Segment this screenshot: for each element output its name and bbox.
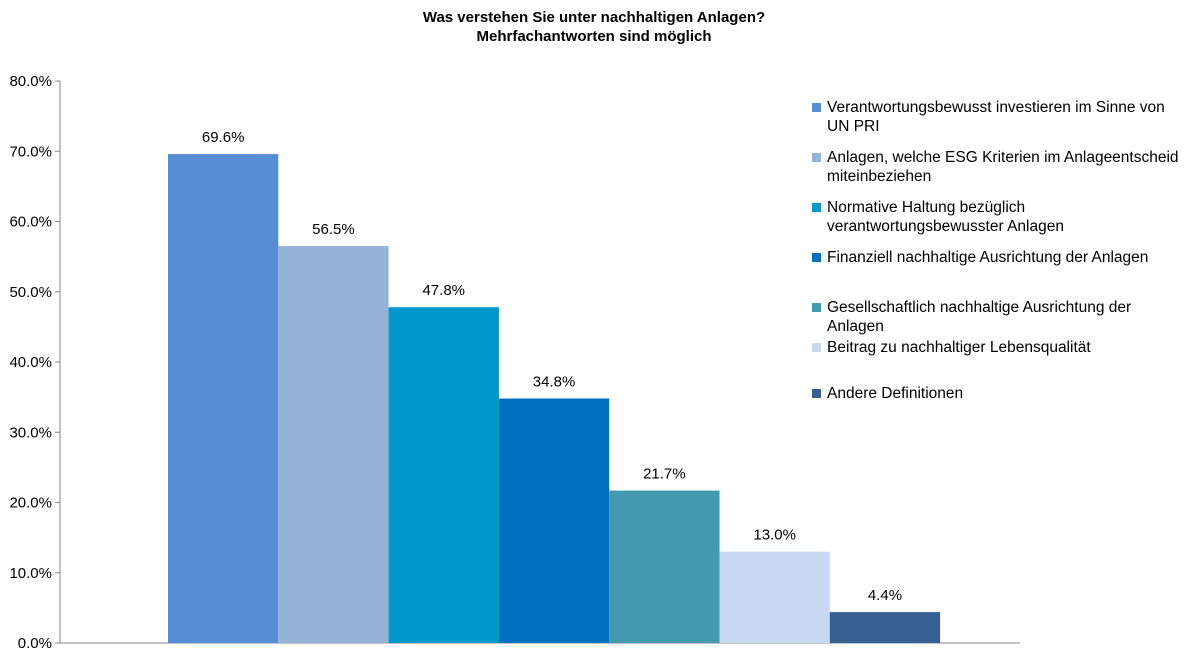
chart-title: Was verstehen Sie unter nachhaltigen Anl… [423,9,765,26]
data-label: 47.8% [422,282,465,299]
bar [609,490,720,643]
legend-item: Finanziell nachhaltige Ausrichtung der A… [810,248,1187,267]
y-tick-label: 40.0% [9,354,52,371]
legend-label: Beitrag zu nachhaltiger Lebensqualität [827,339,1091,356]
legend-item: Normative Haltung bezüglich verantwortun… [810,198,1187,236]
legend-label: Normative Haltung bezüglich verantwortun… [827,199,1064,235]
legend-item: Anlagen, welche ESG Kriterien im Anlagee… [810,148,1187,186]
bar [388,307,499,643]
legend-swatch [812,343,821,352]
y-tick-label: 60.0% [9,214,52,231]
legend-swatch [812,203,821,212]
y-tick-label: 0.0% [18,635,52,649]
y-tick-label: 10.0% [9,565,52,582]
legend-item: Gesellschaftlich nachhaltige Ausrichtung… [810,298,1187,336]
legend-swatch [812,303,821,312]
legend-swatch [812,389,821,398]
legend-swatch [812,253,821,262]
legend-swatch [812,153,821,162]
bar [278,246,389,643]
y-tick-label: 50.0% [9,284,52,301]
y-tick-label: 30.0% [9,424,52,441]
bar [829,612,941,643]
bar [719,551,830,643]
legend-label: Anlagen, welche ESG Kriterien im Anlagee… [827,149,1179,185]
data-label: 56.5% [312,221,355,238]
y-tick-label: 20.0% [9,495,52,512]
data-label: 69.6% [202,129,245,146]
data-label: 4.4% [868,587,902,604]
legend-swatch [812,103,821,112]
data-label: 13.0% [753,527,796,544]
data-label: 21.7% [643,466,686,483]
legend-item: Verantwortungsbewusst investieren im Sin… [810,98,1187,136]
data-label: 34.8% [533,374,576,391]
y-tick-label: 70.0% [9,143,52,160]
legend-label: Andere Definitionen [827,385,964,402]
legend-label: Finanziell nachhaltige Ausrichtung der A… [827,249,1149,266]
bar [168,154,279,643]
legend-label: Gesellschaftlich nachhaltige Ausrichtung… [827,299,1132,335]
legend-label: Verantwortungsbewusst investieren im Sin… [827,99,1165,135]
chart-subtitle: Mehrfachantworten sind möglich [476,28,711,45]
y-tick-label: 80.0% [9,73,52,90]
bar [498,398,610,643]
legend-item: Andere Definitionen [810,384,1187,403]
legend-item: Beitrag zu nachhaltiger Lebensqualität [810,338,1187,357]
